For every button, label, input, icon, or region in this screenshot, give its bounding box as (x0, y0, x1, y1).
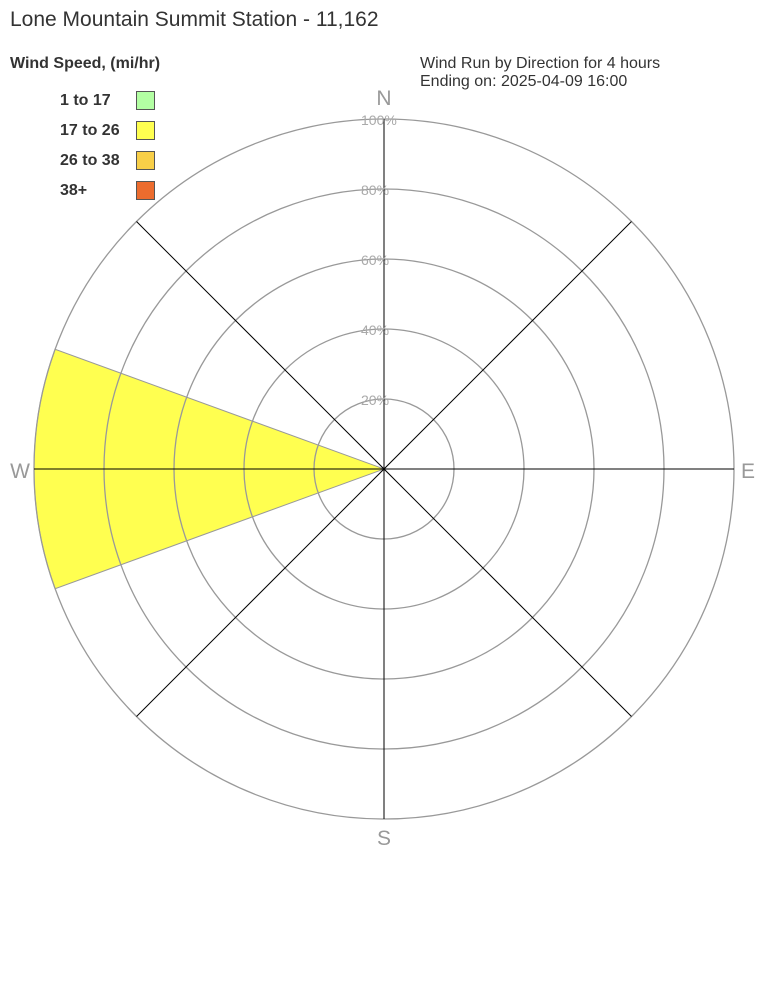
direction-label-W: W (10, 460, 30, 483)
spoke-line (136, 221, 632, 717)
legend-title: Wind Speed, (mi/hr) (10, 55, 161, 72)
legend-swatch (136, 181, 155, 200)
direction-label-N: N (376, 87, 391, 110)
chart-title: Lone Mountain Summit Station - 11,162 (10, 8, 379, 31)
legend-swatch (136, 151, 155, 170)
ring-label: 100% (361, 112, 397, 128)
ring-label: 60% (361, 252, 389, 268)
legend-label: 17 to 26 (60, 122, 120, 139)
ring-label: 40% (361, 322, 389, 338)
legend-label: 26 to 38 (60, 152, 120, 169)
legend-swatch (136, 91, 155, 110)
subtitle-line-1: Wind Run by Direction for 4 hours (420, 55, 661, 72)
legend-label: 38+ (60, 182, 88, 199)
ring-label: 80% (361, 182, 389, 198)
direction-label-S: S (377, 827, 391, 850)
legend-swatch (136, 121, 155, 140)
direction-label-E: E (741, 460, 755, 483)
subtitle-line-2: Ending on: 2025-04-09 16:00 (420, 73, 628, 90)
ring-label: 20% (361, 392, 389, 408)
legend-label: 1 to 17 (60, 92, 111, 109)
